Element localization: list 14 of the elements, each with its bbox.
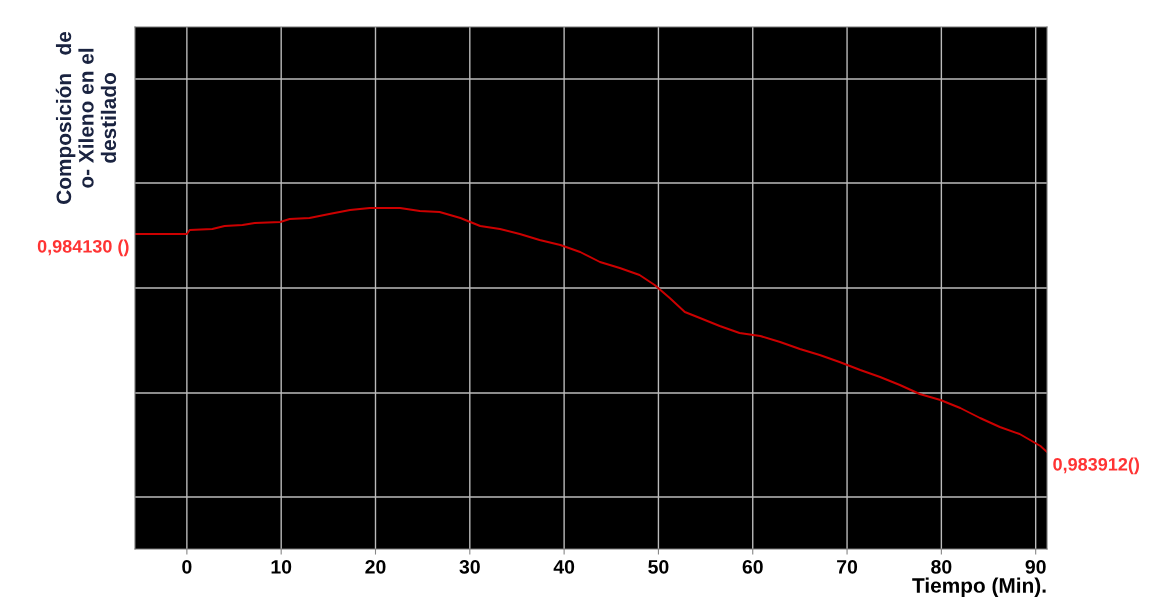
data-label: 0,983912(): [1053, 457, 1139, 475]
x-tick-label: 40: [553, 559, 575, 574]
x-tick-label: 20: [365, 559, 386, 574]
x-tick-label: 60: [742, 559, 763, 574]
x-tick-label: 90: [1025, 559, 1046, 574]
x-axis-title: Tiempo (Min).: [912, 577, 1046, 597]
x-tick-label: 70: [837, 559, 858, 574]
x-tick-label: 0: [182, 559, 192, 574]
x-tick-label: 50: [648, 559, 669, 574]
y-axis-title: Composición de o- Xileno en el destilado: [55, 31, 117, 204]
x-tick-label: 10: [271, 559, 292, 574]
x-tick-label: 30: [459, 559, 480, 574]
x-tick-label: 80: [931, 559, 952, 574]
data-label: 0,984130 (): [37, 239, 129, 257]
